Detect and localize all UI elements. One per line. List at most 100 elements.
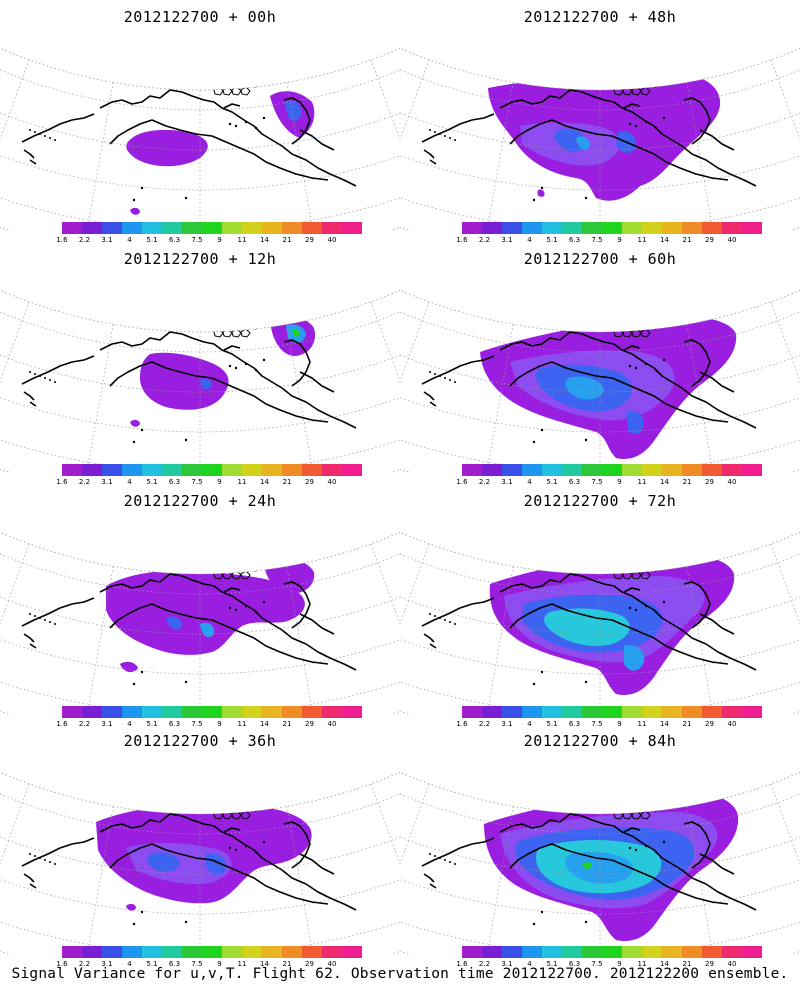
colorbar-tick-label: 6.3 xyxy=(168,960,181,968)
colorbar-tick-label: 1.6 xyxy=(456,478,468,486)
panel-title-60h: 2012122700 + 60h xyxy=(523,250,677,268)
colorbar-tick-label: 6.3 xyxy=(568,960,581,968)
variance-region xyxy=(130,419,140,427)
coastline xyxy=(23,633,35,643)
variance-map-72h xyxy=(400,523,800,714)
colorbar-tick-label: 11 xyxy=(237,478,247,486)
colorbar-swatch xyxy=(542,464,563,476)
colorbar-12h xyxy=(62,464,362,476)
colorbar-36h xyxy=(62,946,362,958)
colorbar-tick-label: 11 xyxy=(237,720,247,728)
coastline xyxy=(23,149,35,159)
coastline xyxy=(683,581,711,629)
colorbar-tick-label: 21 xyxy=(682,720,692,728)
colorbar-swatch xyxy=(462,706,483,718)
colorbar-swatch xyxy=(662,706,683,718)
colorbar-labels: 1.6 2.2 3.1 4 5.1 6.3 7.5 9 11 14 21 29 40 xyxy=(456,236,782,246)
coastline xyxy=(21,113,95,143)
colorbar-swatch xyxy=(482,464,503,476)
colorbar-tick-label: 6.3 xyxy=(568,236,581,244)
colorbar-tick-label: 11 xyxy=(237,236,247,244)
colorbar-swatch xyxy=(522,706,543,718)
colorbar-tick-label: 4 xyxy=(127,960,132,968)
colorbar-swatch xyxy=(322,706,343,718)
colorbar-swatch xyxy=(582,946,603,958)
colorbar-swatch xyxy=(742,946,762,958)
colorbar-swatch xyxy=(202,222,223,234)
colorbar-tick-label: 5.1 xyxy=(146,236,158,244)
colorbar-swatch xyxy=(342,464,362,476)
coastline xyxy=(299,129,335,151)
colorbar-tick-label: 4 xyxy=(127,236,132,244)
colorbar-swatch xyxy=(122,222,143,234)
colorbar-tick-label: 21 xyxy=(282,720,292,728)
colorbar-swatch xyxy=(702,222,723,234)
coastline xyxy=(623,345,641,351)
colorbar-swatch xyxy=(562,222,583,234)
colorbar-tick-label: 14 xyxy=(260,236,269,244)
colorbar-tick-label: 40 xyxy=(327,478,337,486)
colorbar-swatch xyxy=(722,222,743,234)
colorbar-tick-label: 1.6 xyxy=(456,720,468,728)
colorbar-swatch xyxy=(222,222,243,234)
colorbar-swatch xyxy=(622,222,643,234)
coastline xyxy=(499,89,757,187)
colorbar-tick-label: 40 xyxy=(327,236,337,244)
colorbar-tick-label: 29 xyxy=(305,478,314,486)
coastline xyxy=(683,97,711,145)
coastline xyxy=(283,581,311,629)
colorbar-swatch xyxy=(642,464,663,476)
colorbar-swatch xyxy=(482,706,503,718)
colorbar-tick-label: 2.2 xyxy=(78,478,91,486)
colorbar-tick-label: 5.1 xyxy=(146,960,158,968)
colorbar-tick-label: 5.1 xyxy=(546,236,558,244)
colorbar-tick-label: 40 xyxy=(327,720,337,728)
colorbar-tick-label: 4 xyxy=(527,478,532,486)
colorbar-tick-label: 21 xyxy=(282,960,292,968)
colorbar-swatch xyxy=(502,946,523,958)
colorbar-tick-label: 9 xyxy=(217,478,222,486)
panel-title-12h: 2012122700 + 12h xyxy=(123,250,277,268)
colorbar-tick-label: 6.3 xyxy=(168,478,181,486)
colorbar-tick-label: 9 xyxy=(617,236,622,244)
panel-title-0h: 2012122700 + 00h xyxy=(123,8,277,26)
colorbar-swatch xyxy=(662,946,683,958)
coastline xyxy=(23,391,35,401)
coastline xyxy=(421,355,495,385)
colorbar-swatch xyxy=(82,706,103,718)
colorbar-tick-label: 14 xyxy=(260,478,269,486)
colorbar-tick-label: 11 xyxy=(637,236,647,244)
colorbar-tick-label: 3.1 xyxy=(101,478,113,486)
colorbar-tick-label: 7.5 xyxy=(191,236,203,244)
colorbar-swatch xyxy=(62,706,83,718)
colorbar-swatch xyxy=(182,946,203,958)
colorbar-tick-label: 9 xyxy=(617,960,622,968)
coastline xyxy=(283,97,311,145)
variance-region xyxy=(200,622,215,638)
colorbar-labels: 1.6 2.2 3.1 4 5.1 6.3 7.5 9 11 14 21 29 40 xyxy=(56,478,382,488)
colorbar-tick-label: 21 xyxy=(282,236,292,244)
colorbar-tick-label: 14 xyxy=(260,720,269,728)
variance-region xyxy=(626,410,644,435)
colorbar-swatch xyxy=(282,706,303,718)
variance-map-60h xyxy=(400,281,800,472)
variance-region xyxy=(120,661,138,673)
variance-region xyxy=(565,852,633,884)
colorbar-tick-label: 7.5 xyxy=(591,720,603,728)
colorbar-tick-label: 21 xyxy=(282,478,292,486)
colorbar-swatch xyxy=(82,464,103,476)
panel-title-24h: 2012122700 + 24h xyxy=(123,492,277,510)
colorbar-swatch xyxy=(542,706,563,718)
colorbar-swatch xyxy=(302,464,323,476)
colorbar-swatch xyxy=(282,222,303,234)
colorbar-swatch xyxy=(182,706,203,718)
colorbar-swatch xyxy=(302,222,323,234)
coastline xyxy=(99,813,357,911)
figure-caption: Signal Variance for u,v,T. Flight 62. Ob… xyxy=(11,966,789,982)
variance-region xyxy=(624,644,645,671)
colorbar-swatch xyxy=(122,946,143,958)
colorbar-tick-label: 29 xyxy=(705,236,714,244)
coastline xyxy=(421,597,495,627)
colorbar-swatch xyxy=(562,706,583,718)
colorbar-swatch xyxy=(182,464,203,476)
